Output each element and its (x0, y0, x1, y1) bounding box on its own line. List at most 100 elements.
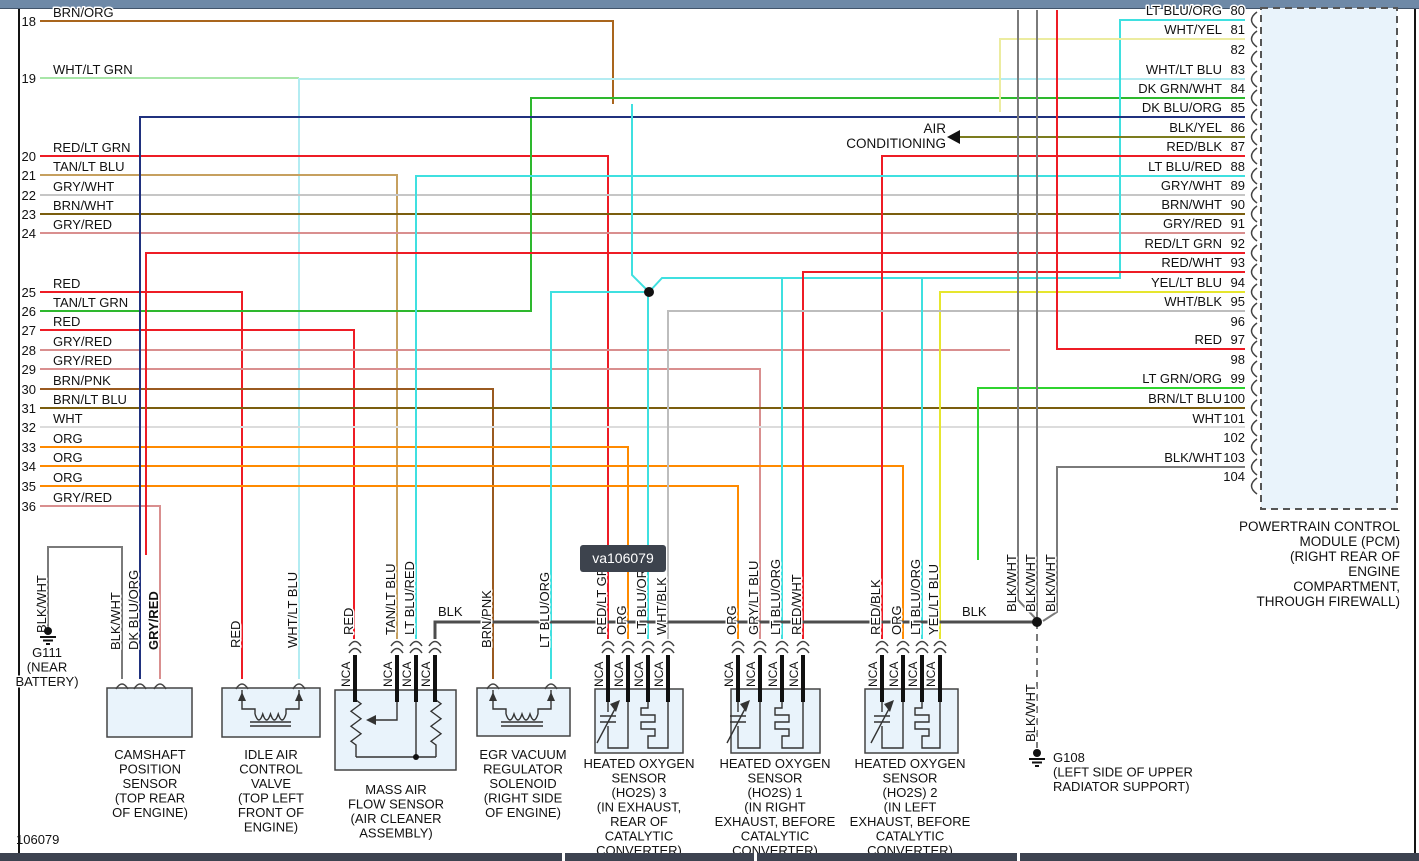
connector-arc-icon (641, 647, 655, 654)
pcm-pin-arc-icon (1250, 379, 1258, 397)
vertical-wire-label: LT BLU/ORG (537, 572, 552, 648)
pcm-pin-number: 82 (1231, 42, 1245, 57)
wire-brn-org[interactable] (40, 20, 614, 104)
wire-blk-wht[interactable] (47, 546, 123, 679)
vertical-wire-label: LT BLU/RED (402, 561, 417, 635)
pcm-pin-number: 97 (1231, 332, 1245, 347)
pcm-pin-number: 88 (1231, 159, 1245, 174)
connector-arc-icon (915, 640, 929, 647)
wire-yel-lt-blu[interactable] (939, 291, 1245, 639)
pcm-pin-number: 85 (1231, 100, 1245, 115)
wire-blk-wht[interactable] (1042, 466, 1245, 622)
left-wire-label: RED (53, 276, 80, 291)
wire-org[interactable] (40, 485, 739, 639)
connector-arc-icon (933, 640, 947, 647)
wire-org[interactable] (40, 465, 904, 639)
nca-label: NCA (787, 662, 801, 687)
bottom-bar-gap (562, 853, 565, 861)
left-wire-label: BRN/PNK (53, 373, 111, 388)
component-label-heated-oxygen-sensor-ho2s-1: HEATED OXYGEN SENSOR (HO2S) 1 (IN RIGHT EXHA… (715, 756, 836, 858)
window-top-bar (0, 0, 1419, 9)
vertical-wire-label: TAN/LT BLU (383, 563, 398, 635)
pcm-pin-number: 92 (1231, 236, 1245, 251)
nca-label: NCA (612, 662, 626, 687)
connector-arc-icon (133, 683, 147, 690)
vertical-wire-label: RED/WHT (789, 574, 804, 635)
wire-red-blk[interactable] (881, 155, 1245, 639)
vertical-wire-label: WHT/LT BLU (285, 572, 300, 648)
left-wire-label: BRN/LT BLU (53, 392, 127, 407)
left-pin-number: 26 (22, 304, 36, 319)
wire-blk-wht[interactable] (1017, 10, 1038, 621)
connector-arc-icon (428, 640, 442, 647)
pcm-pin-number: 103 (1223, 450, 1245, 465)
wire-blk[interactable] (433, 620, 1037, 639)
wire-lt-grn-org[interactable] (977, 387, 1245, 560)
wire-gry-red[interactable] (40, 505, 161, 679)
pcm-pin-arc-icon (1250, 322, 1258, 340)
pcm-pin-number: 81 (1231, 22, 1245, 37)
pcm-pin-number: 96 (1231, 314, 1245, 329)
junction-dot (1032, 617, 1042, 627)
connector-arc-icon (661, 647, 675, 654)
component-box-idle-air-control-valve[interactable] (221, 687, 321, 738)
wire-lt-blu-org[interactable] (550, 291, 649, 679)
wire-gry-red[interactable] (40, 368, 761, 639)
connector-arc-icon (896, 640, 910, 647)
diagram-left-border (18, 9, 20, 853)
pcm-pin-number: 93 (1231, 255, 1245, 270)
pcm-wire-label: BRN/LT BLU (1148, 391, 1222, 406)
connector-arc-icon (661, 640, 675, 647)
wire-wht-yel[interactable] (999, 38, 1245, 112)
pcm-pin-arc-icon (1250, 89, 1258, 107)
junction-dot (413, 754, 419, 760)
wire-tan-lt-grn[interactable] (40, 97, 1245, 312)
connector-arc-icon (915, 647, 929, 654)
component-box-camshaft-position-sensor[interactable] (106, 687, 193, 738)
nca-label: NCA (766, 662, 780, 687)
wire-red[interactable] (40, 291, 243, 679)
vertical-wire-label: YEL/LT BLU (926, 564, 941, 635)
vertical-wire-label: LT BLU/ORG (768, 559, 783, 635)
wire-label: BLK (962, 604, 987, 619)
wire-red-lt-grn[interactable] (145, 252, 1245, 555)
vertical-wire-label: GRY/RED (146, 591, 161, 650)
wire-wht-lt-blu[interactable] (298, 78, 1245, 679)
connector-arc-icon (390, 647, 404, 654)
connector-arc-icon (621, 640, 635, 647)
wire-lt-blu-org[interactable] (631, 104, 650, 293)
pcm-pin-number: 99 (1231, 371, 1245, 386)
wire-red-wht[interactable] (802, 271, 1245, 639)
wire-lt-blu-org[interactable] (648, 19, 1245, 293)
wire-brn-pnk[interactable] (40, 388, 494, 679)
component-box-egr-vacuum-regulator-solenoid[interactable] (476, 687, 571, 737)
wire-lt-blu-red[interactable] (415, 175, 1245, 639)
component-box-heated-oxygen-sensor-ho2s-2[interactable] (864, 688, 959, 754)
connector-arc-icon (348, 640, 362, 647)
arrow-up-icon (547, 692, 555, 701)
pcm-pin-number: 98 (1231, 352, 1245, 367)
pcm-pin-arc-icon (1250, 244, 1258, 262)
wire-red[interactable] (40, 329, 355, 639)
component-label-heated-oxygen-sensor-ho2s-2: HEATED OXYGEN SENSOR (HO2S) 2 (IN LEFT EXHAU… (850, 756, 971, 858)
pcm-box[interactable] (1260, 7, 1398, 510)
pcm-label-line: (RIGHT REAR OF (1289, 549, 1400, 564)
component-box-heated-oxygen-sensor-ho2s-1[interactable] (730, 688, 821, 754)
pcm-pin-arc-icon (1250, 263, 1258, 281)
wire-org[interactable] (40, 446, 629, 639)
pcm-pin-arc-icon (1250, 302, 1258, 320)
connector-arc-icon (235, 683, 249, 690)
left-pin-number: 33 (22, 440, 36, 455)
wire-tan-lt-blu[interactable] (40, 174, 398, 639)
wire-red-lt-grn[interactable] (40, 155, 609, 639)
connector-arc-icon (601, 640, 615, 647)
vertical-wire-label: BRN/PNK (479, 590, 494, 648)
wire-wht-blk[interactable] (667, 310, 1245, 639)
pcm-pin-number: 86 (1231, 120, 1245, 135)
nca-label: NCA (400, 662, 414, 687)
wire-dk-blu-org[interactable] (139, 116, 1245, 679)
wire-red[interactable] (1056, 10, 1245, 350)
pcm-wire-label: YEL/LT BLU (1151, 275, 1222, 290)
left-wire-label: BRN/WHT (53, 198, 114, 213)
